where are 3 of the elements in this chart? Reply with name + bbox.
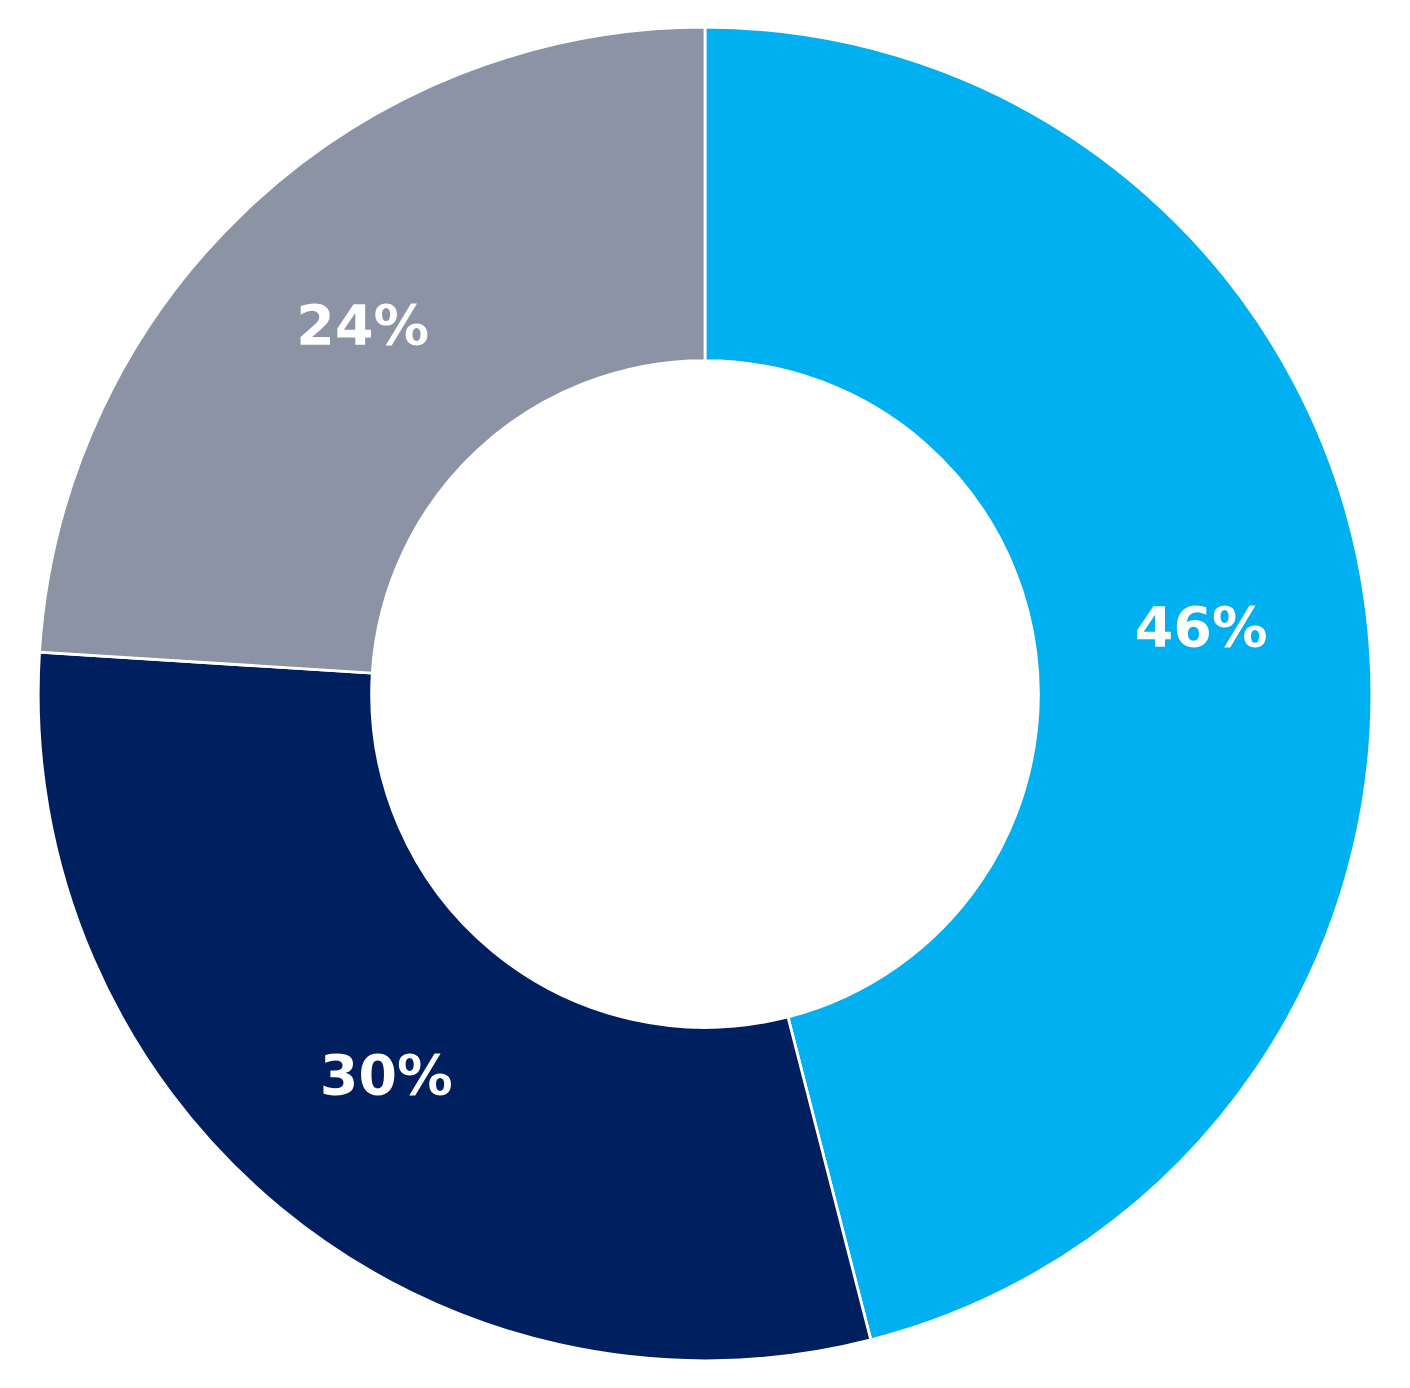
data-label: 30%	[323, 1053, 451, 1096]
data-label: 46%	[1137, 605, 1266, 648]
data-label: 24%	[300, 303, 428, 346]
